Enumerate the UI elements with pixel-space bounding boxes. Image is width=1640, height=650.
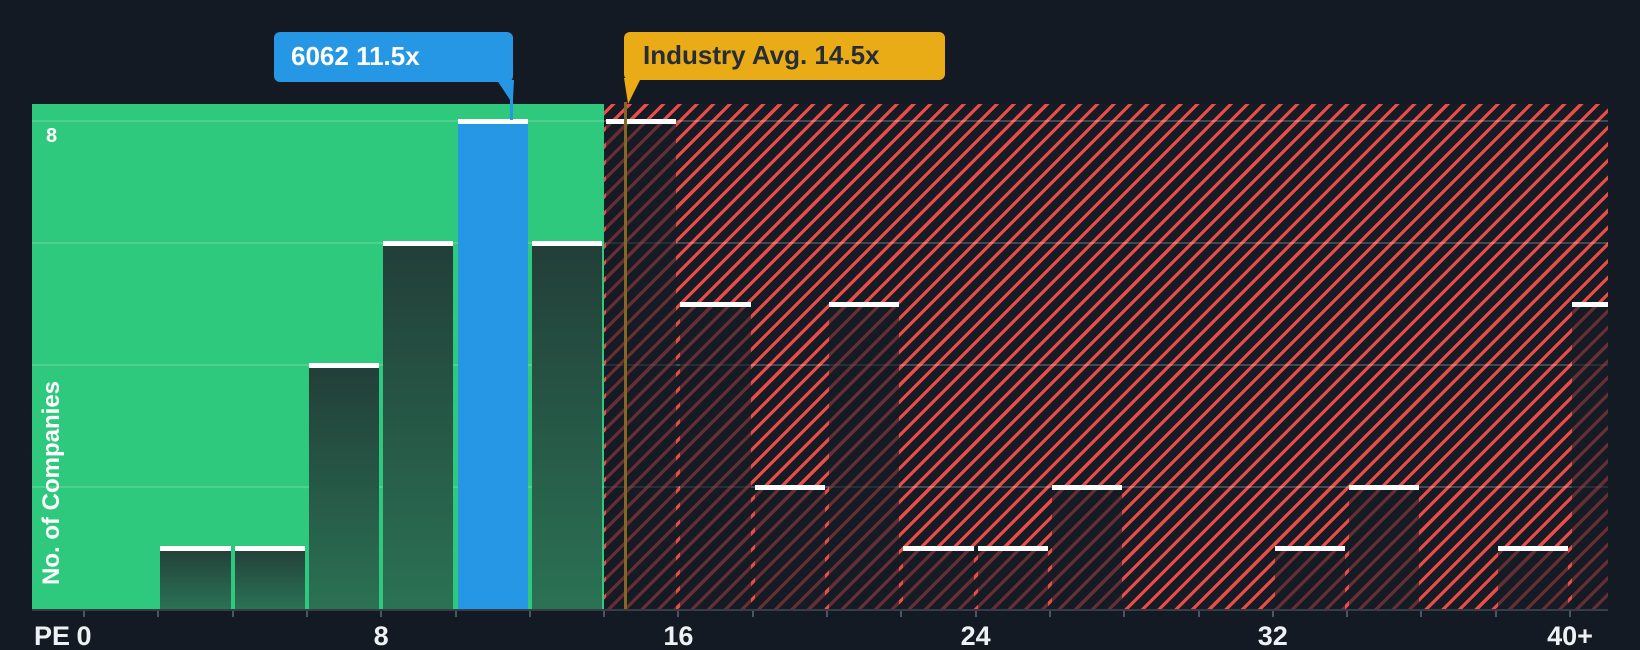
x-axis-tick-0 [83, 611, 85, 617]
x-axis-tick-28 [1123, 611, 1126, 617]
x-axis-tick-38 [1494, 611, 1497, 617]
bar-top-cap [1051, 485, 1123, 490]
industry-avg-callout-pointer-icon [624, 78, 641, 104]
bar-pe-20-22[interactable] [829, 302, 900, 609]
y-axis-tick-label: 8 [46, 125, 58, 147]
bar-top-cap [977, 546, 1048, 551]
bar-pe-34-36[interactable] [1349, 485, 1420, 609]
x-axis-tick-4 [231, 611, 234, 617]
above-average-hatched-zone [604, 104, 1608, 609]
bar-pe-18-20[interactable] [754, 485, 825, 609]
bar-top-cap [531, 241, 603, 246]
bar-top-cap [829, 302, 900, 307]
bar-top-cap [680, 302, 751, 307]
gridline-8 [604, 120, 1608, 122]
company-pe-callout: 6062 11.5x [274, 32, 513, 82]
gridline-8 [32, 120, 604, 122]
bar-top-cap [308, 363, 380, 368]
bar-top-cap [606, 119, 677, 124]
x-axis-label-40+: 40+ [1547, 621, 1593, 650]
x-axis-tick-16 [677, 611, 680, 617]
bar-pe-10-12[interactable] [457, 119, 528, 609]
bar-top-cap [234, 546, 305, 551]
x-axis-tick-34 [1346, 611, 1349, 617]
x-axis-tick-14 [603, 611, 606, 617]
bar-top-cap [383, 241, 454, 246]
x-axis-label-0: 0 [76, 621, 92, 650]
bar-pe-14-16[interactable] [606, 119, 677, 609]
x-axis-label-24: 24 [960, 621, 991, 650]
gridline-6 [32, 242, 604, 244]
bar-pe-26-28[interactable] [1051, 485, 1123, 609]
gridline-6 [604, 242, 1608, 244]
x-axis-tick-26 [1048, 611, 1051, 617]
bar-pe-40-plus[interactable] [1572, 302, 1608, 609]
x-axis-label-8: 8 [373, 621, 389, 650]
x-axis-tick-36 [1420, 611, 1423, 617]
highlight-callout-pointer-icon [496, 80, 514, 104]
bar-pe-4-6[interactable] [234, 546, 305, 609]
bar-top-cap [903, 546, 974, 551]
bar-top-cap [754, 485, 825, 490]
x-axis-tick-8 [380, 611, 383, 617]
x-axis-tick-30 [1197, 611, 1200, 617]
x-axis-label-32: 32 [1257, 621, 1288, 650]
bar-top-cap [160, 546, 231, 551]
bar-pe-16-18[interactable] [680, 302, 751, 609]
x-axis-tick-22 [900, 611, 903, 617]
bar-top-cap [457, 119, 528, 124]
bar-top-cap [1349, 485, 1420, 490]
x-axis-label-16: 16 [663, 621, 694, 650]
x-axis-baseline [32, 609, 1608, 611]
x-axis-title: PE [34, 621, 71, 650]
bar-pe-22-24[interactable] [903, 546, 974, 609]
bar-top-cap [1572, 302, 1608, 307]
x-axis-tick-20 [826, 611, 828, 617]
x-axis-tick-2 [157, 611, 160, 617]
y-axis-title: No. of Companies [38, 380, 65, 585]
industry-avg-callout: Industry Avg. 14.5x [624, 32, 945, 80]
bar-pe-38-40[interactable] [1497, 546, 1568, 609]
x-axis-tick-12 [528, 611, 531, 617]
bar-top-cap [1274, 546, 1346, 551]
bar-pe-8-10[interactable] [383, 241, 454, 609]
industry-average-line [624, 102, 627, 609]
bar-pe-12-14[interactable] [531, 241, 603, 609]
bar-pe-24-26[interactable] [977, 546, 1048, 609]
bar-pe-32-34[interactable] [1274, 546, 1346, 609]
x-axis-tick-40 [1569, 611, 1571, 617]
x-axis-tick-32 [1271, 611, 1274, 617]
x-axis-tick-24 [974, 611, 977, 617]
bar-pe-6-8[interactable] [308, 363, 380, 609]
x-axis-tick-18 [751, 611, 754, 617]
x-axis-tick-10 [454, 611, 457, 617]
x-axis-tick-6 [305, 611, 308, 617]
bar-top-cap [1497, 546, 1568, 551]
bar-pe-2-4[interactable] [160, 546, 231, 609]
gridline-4 [604, 364, 1608, 366]
